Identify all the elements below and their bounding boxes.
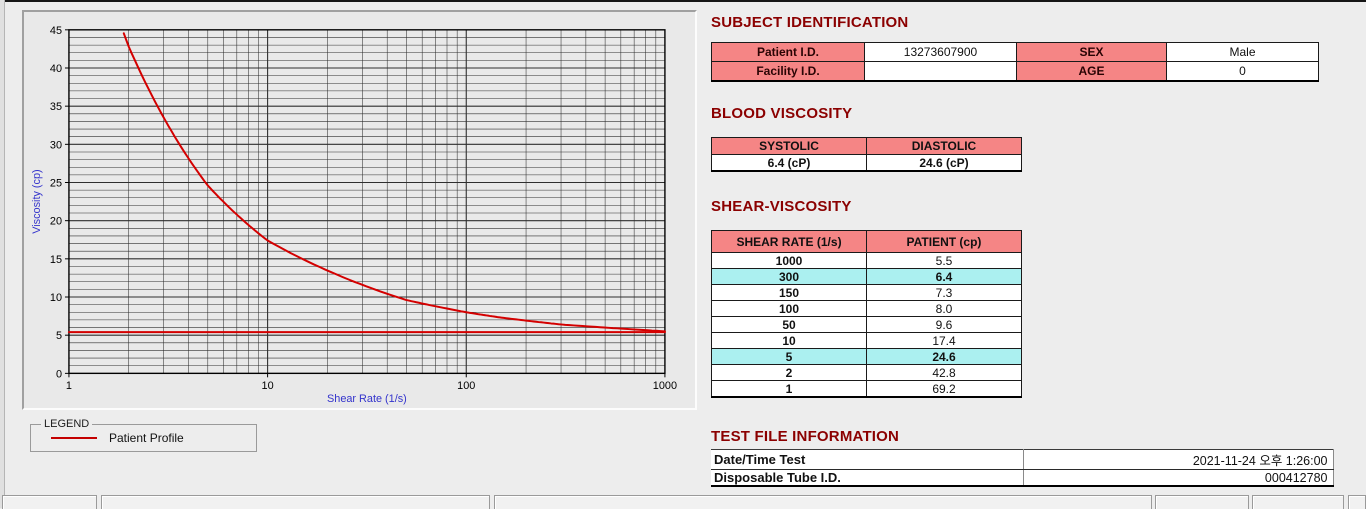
date-time-test-value: 2021-11-24 오후 1:26:00 [1022,449,1334,470]
facility-id-label: Facility I.D. [711,61,865,82]
svg-text:45: 45 [50,25,62,37]
svg-text:10: 10 [262,380,274,392]
svg-text:100: 100 [457,380,475,392]
svg-text:35: 35 [50,101,62,113]
shear-rate-cell: 100 [711,300,867,317]
table-row: Date/Time Test 2021-11-24 오후 1:26:00 [711,449,1334,470]
shear-rate-cell: 1000 [711,252,867,269]
svg-text:40: 40 [50,63,62,75]
shear-viscosity-chart: 0 5 10 15 20 25 30 35 40 45 1 10 100 1000 Shear Rate (… [31,25,677,405]
svg-text:Shear Rate (1/s): Shear Rate (1/s) [327,393,407,405]
window-top-edge [0,0,1366,2]
sex-label: SEX [1016,42,1167,62]
age-label: AGE [1016,61,1167,82]
bottom-panel-segment-3 [494,495,1152,509]
disposable-tube-id-value: 000412780 [1022,469,1334,487]
shear-rate-cell: 2 [711,364,867,381]
patient-viscosity-cell: 7.3 [866,284,1022,301]
diastolic-value: 24.6 (cP) [866,154,1022,172]
test-file-information-heading: TEST FILE INFORMATION [711,428,900,445]
shear-rate-cell: 5 [711,348,867,365]
patient-viscosity-cell: 9.6 [866,316,1022,333]
svg-text:30: 30 [50,139,62,151]
shear-rate-column-header: SHEAR RATE (1/s) [711,230,867,253]
date-time-test-label: Date/Time Test [711,449,1023,470]
svg-text:1: 1 [66,380,72,392]
patient-id-label: Patient I.D. [711,42,865,62]
legend-box: LEGEND Patient Profile [30,418,257,452]
svg-text:0: 0 [56,368,62,380]
shear-rate-cell: 10 [711,332,867,349]
age-value: 0 [1166,61,1319,82]
svg-text:5: 5 [56,330,62,342]
bottom-panel-segment-2 [101,495,490,509]
svg-text:15: 15 [50,254,62,266]
svg-text:25: 25 [50,177,62,189]
patient-viscosity-cell: 8.0 [866,300,1022,317]
red-line-swatch-icon [51,437,97,439]
bottom-panel-segment-6 [1348,495,1366,509]
bottom-panel-segment-1 [2,495,97,509]
table-header-row: SHEAR RATE (1/s) PATIENT (cp) [711,230,1022,253]
table-header-row: SYSTOLIC DIASTOLIC [711,137,1022,155]
blood-viscosity-table: SYSTOLIC DIASTOLIC 6.4 (cP) 24.6 (cP) [711,137,1022,172]
shear-rate-cell: 150 [711,284,867,301]
shear-viscosity-row: 150 7.3 [711,284,1022,301]
shear-viscosity-row: 300 6.4 [711,268,1022,285]
test-file-information-table: Date/Time Test 2021-11-24 오후 1:26:00 Dis… [711,449,1334,487]
legend-item-label: Patient Profile [109,431,184,445]
patient-viscosity-cell: 69.2 [866,380,1022,398]
subject-identification-heading: SUBJECT IDENTIFICATION [711,14,909,31]
disposable-tube-id-label: Disposable Tube I.D. [711,469,1023,487]
legend-caption: LEGEND [44,418,90,430]
shear-viscosity-row: 50 9.6 [711,316,1022,333]
subject-identification-table: Patient I.D. 13273607900 SEX Male Facili… [711,42,1319,82]
systolic-column-header: SYSTOLIC [711,137,867,155]
shear-viscosity-heading: SHEAR-VISCOSITY [711,198,852,215]
shear-viscosity-row: 1 69.2 [711,380,1022,398]
shear-viscosity-row: 100 8.0 [711,300,1022,317]
patient-id-value: 13273607900 [864,42,1017,62]
sex-value: Male [1166,42,1319,62]
diastolic-column-header: DIASTOLIC [866,137,1022,155]
shear-viscosity-row: 5 24.6 [711,348,1022,365]
shear-viscosity-table: SHEAR RATE (1/s) PATIENT (cp) 1000 5.5 300… [711,230,1022,398]
svg-text:20: 20 [50,216,62,228]
shear-rate-cell: 300 [711,268,867,285]
table-row: Facility I.D. AGE 0 [711,61,1319,82]
bottom-panel-segment-4 [1155,495,1249,509]
patient-viscosity-cell: 24.6 [866,348,1022,365]
shear-rate-cell: 50 [711,316,867,333]
window-left-edge [0,0,5,508]
table-row: Patient I.D. 13273607900 SEX Male [711,42,1319,62]
facility-id-value [864,61,1017,82]
shear-viscosity-row: 1000 5.5 [711,252,1022,269]
shear-viscosity-body: 1000 5.5 300 6.4 150 7.3 100 8.0 50 9.6 10 17.4 5 24.… [711,252,1022,398]
table-row: Disposable Tube I.D. 000412780 [711,469,1334,487]
bottom-panel-segment-5 [1252,495,1344,509]
blood-viscosity-heading: BLOOD VISCOSITY [711,105,853,122]
svg-text:10: 10 [50,292,62,304]
svg-text:Viscosity (cp): Viscosity (cp) [31,169,43,233]
shear-viscosity-row: 2 42.8 [711,364,1022,381]
patient-viscosity-cell: 5.5 [866,252,1022,269]
shear-viscosity-row: 10 17.4 [711,332,1022,349]
legend-item-patient-profile: Patient Profile [51,431,250,445]
patient-column-header: PATIENT (cp) [866,230,1022,253]
svg-text:1000: 1000 [653,380,677,392]
systolic-value: 6.4 (cP) [711,154,867,172]
patient-viscosity-cell: 6.4 [866,268,1022,285]
patient-viscosity-cell: 42.8 [866,364,1022,381]
patient-viscosity-cell: 17.4 [866,332,1022,349]
report-data-column: SUBJECT IDENTIFICATION Patient I.D. 1327… [711,0,1366,508]
shear-rate-cell: 1 [711,380,867,398]
viscosity-chart-panel: 0 5 10 15 20 25 30 35 40 45 1 10 100 1000 Shear Rate (… [22,10,697,410]
table-row: 6.4 (cP) 24.6 (cP) [711,154,1022,172]
